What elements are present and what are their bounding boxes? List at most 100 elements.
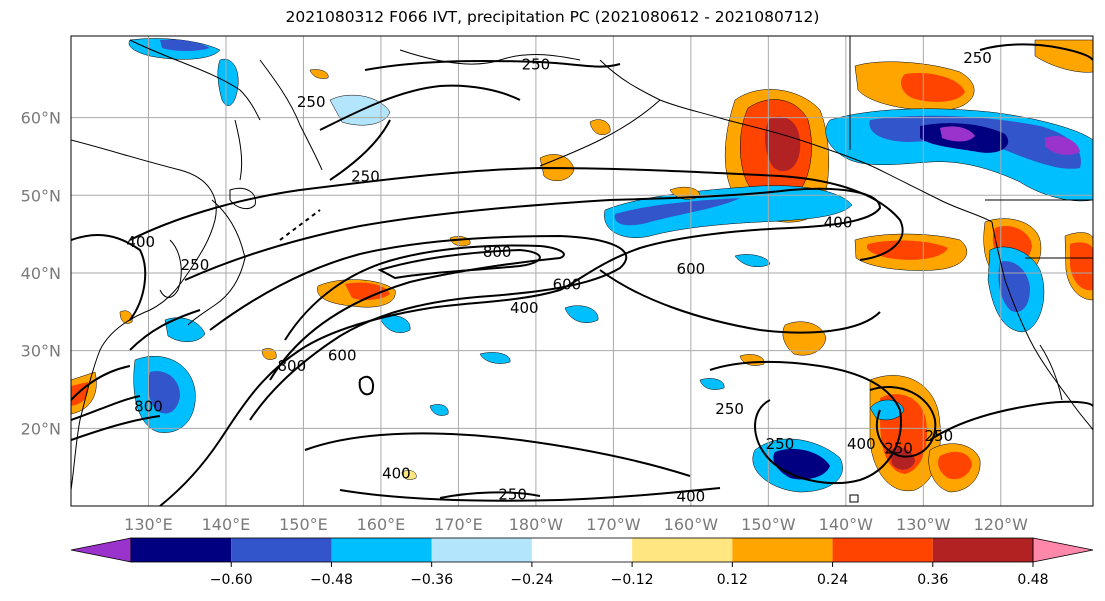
lon-label-0: 130°E — [124, 515, 173, 534]
coast-asia — [71, 139, 217, 491]
page-title: 2021080312 F066 IVT, precipitation PC (2… — [285, 8, 820, 26]
coast-hokkaido — [229, 187, 256, 210]
lon-label-8: 150°W — [741, 515, 796, 534]
contour-400-lower — [129, 309, 201, 351]
shade-pac-blue-6 — [429, 404, 449, 416]
contour-400-west — [71, 234, 147, 321]
contour-label-14: 400 — [510, 299, 539, 317]
shade-gulf-alaska-darkred — [765, 116, 801, 172]
shade-mid-orange — [782, 321, 827, 356]
shade-westcoast-red — [866, 240, 948, 260]
shade-pac-blue-1 — [379, 315, 411, 333]
contour-label-17: 600 — [677, 260, 706, 278]
graticule — [71, 36, 1093, 506]
contour-small-loop — [358, 375, 374, 396]
contour-label-8: 250 — [498, 485, 527, 503]
lat-label-4: 20°N — [21, 419, 61, 438]
shade-pac-orange-8 — [261, 348, 277, 360]
contour-label-9: 250 — [766, 435, 795, 453]
shade-aleut-orange — [589, 119, 611, 135]
shade-canada-purple-2 — [1045, 135, 1080, 155]
colorbar-bin-8 — [832, 538, 933, 562]
colorbar-bin-6 — [632, 538, 733, 562]
colorbar-tick-label-7: 0.36 — [917, 572, 948, 588]
contour-label-18: 600 — [328, 346, 357, 364]
colorbar-bin-3 — [331, 538, 432, 562]
contour-okhotsk — [329, 119, 391, 181]
colorbar-tick-label-3: −0.24 — [510, 572, 553, 588]
lon-label-2: 150°E — [279, 515, 328, 534]
lon-label-9: 140°W — [819, 515, 874, 534]
colorbar: −0.60 −0.48 −0.36 −0.24 −0.12 0.12 0.24 0.36 0.4… — [70, 537, 1094, 588]
coast-japan — [187, 199, 246, 326]
contour-250-arc — [319, 84, 521, 131]
colorbar-extend-low — [70, 537, 132, 563]
shade-pacific-navy-band — [614, 198, 740, 226]
colorbar-bin-7 — [732, 538, 833, 562]
contour-250-sub — [709, 360, 902, 485]
shade-wpac-navy — [148, 371, 180, 414]
colorbar-bin-2 — [231, 538, 332, 562]
contour-label-19: 800 — [483, 243, 512, 261]
contour-label-13: 400 — [677, 488, 706, 506]
colorbar-bin-4 — [431, 538, 532, 562]
lat-label-0: 60°N — [21, 109, 61, 128]
lon-label-4: 170°E — [434, 515, 483, 534]
coast-sakhalin — [234, 119, 243, 181]
precipitation-shading — [71, 38, 1093, 493]
shade-sub2-red — [938, 451, 972, 480]
lat-label-3: 30°N — [21, 342, 61, 361]
contour-label-1: 250 — [963, 49, 992, 67]
contour-250-north — [364, 59, 621, 71]
contour-labels: 250 250 250 250 250 250 250 250 250 250 400 400 400 4… — [126, 49, 992, 506]
lon-label-1: 140°E — [202, 515, 251, 534]
shade-canada-purple — [940, 126, 975, 142]
contour-ne-corner — [979, 43, 1093, 61]
contour-label-15: 400 — [126, 233, 155, 251]
coast-chukotka — [399, 49, 581, 65]
contour-label-6: 250 — [884, 440, 913, 458]
map-frame — [70, 35, 1094, 507]
contour-wpac-cluster-3 — [71, 415, 161, 441]
shade-pac-blue-2 — [564, 305, 599, 323]
colorbar-tick-label-1: −0.48 — [310, 572, 353, 588]
colorbar-tick-label-5: 0.12 — [717, 572, 748, 588]
country-borders — [849, 36, 1093, 259]
contour-label-21: 800 — [134, 398, 163, 416]
coast-korea — [159, 239, 182, 298]
shade-pac-orange-7 — [449, 236, 471, 247]
coast-hawaii — [849, 494, 859, 503]
shade-pac-blue-4 — [699, 378, 725, 390]
contour-label-11: 400 — [382, 464, 411, 482]
coast-alaska-pen — [539, 99, 661, 167]
colorbar-bin-5 — [531, 538, 633, 562]
contour-wpac-cluster-1 — [71, 365, 131, 401]
contour-label-4: 250 — [181, 256, 210, 274]
lon-label-5: 180°W — [509, 515, 564, 534]
contour-800-inner — [377, 248, 541, 280]
longitude-labels: 130°E 140°E 150°E 160°E 170°E 180°W 170°W 160°W… — [124, 515, 1028, 534]
shade-aleut-navy — [160, 39, 210, 51]
contour-label-16: 600 — [553, 276, 582, 294]
contour-label-20: 800 — [278, 357, 307, 375]
lon-label-7: 160°W — [664, 515, 719, 534]
lat-label-1: 50°N — [21, 186, 61, 205]
colorbar-tick-label-8: 0.48 — [1017, 572, 1048, 588]
contour-label-0: 250 — [522, 56, 551, 74]
lon-label-10: 130°W — [896, 515, 951, 534]
coast-okhotsk-n — [129, 39, 261, 121]
lat-label-2: 40°N — [21, 264, 61, 283]
coast-kamchatka — [259, 59, 323, 171]
colorbar-tick-label-0: −0.60 — [210, 572, 253, 588]
contour-label-3: 250 — [351, 168, 380, 186]
contour-400-sub — [869, 385, 937, 458]
lon-label-6: 170°W — [586, 515, 641, 534]
shade-small-orange-10 — [401, 470, 417, 480]
latitude-labels: 60°N 50°N 40°N 30°N 20°N — [21, 109, 61, 439]
contour-wpac-cluster-2 — [71, 395, 141, 421]
contour-dash — [279, 209, 321, 241]
contour-250-south2 — [339, 487, 721, 502]
coast-west-na — [991, 221, 1093, 431]
colorbar-extend-high — [1032, 537, 1094, 563]
